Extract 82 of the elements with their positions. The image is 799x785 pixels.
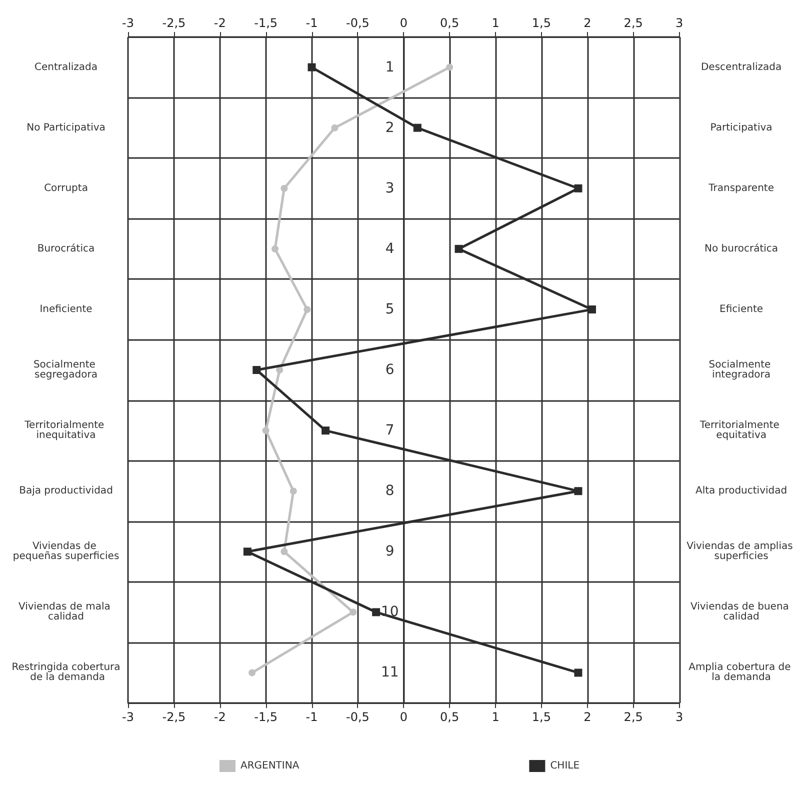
x-tick-label: 3 <box>675 710 684 724</box>
point <box>322 426 330 435</box>
x2-tick-label: 3 <box>675 16 684 30</box>
x2-tick-label: -0,5 <box>346 16 370 30</box>
x-tick-label: 0,5 <box>440 710 460 724</box>
y-tick-label: Restringida cobertura de la demanda <box>12 662 120 684</box>
x2-tick-label: -3 <box>122 16 134 30</box>
annotation: 4 <box>385 240 394 257</box>
y-tick-label: Territorialmente inequitativa <box>24 420 108 442</box>
y2-tick-label: Transparente <box>708 182 774 194</box>
x-tick-label: -0,5 <box>346 710 370 724</box>
point <box>276 366 284 374</box>
x-tick-label: 1,5 <box>532 710 552 724</box>
point <box>243 548 252 556</box>
y2-tick-label: Participativa <box>710 122 772 134</box>
y2-tick-label: Descentralizada <box>700 62 782 73</box>
point <box>280 548 288 556</box>
x-tick-label: 0 <box>400 710 408 724</box>
x-tick-label: 2 <box>584 710 592 724</box>
point <box>574 668 582 677</box>
point <box>350 608 357 616</box>
point <box>262 427 270 434</box>
x-tick-label: -3 <box>122 710 134 724</box>
point <box>372 608 380 616</box>
point <box>588 305 596 314</box>
point <box>446 64 454 71</box>
x2-tick-label: 1 <box>492 16 500 30</box>
y-tick-label: Burocrática <box>37 243 95 254</box>
y2-tick-label: Viviendas de amplias superficies <box>686 541 796 562</box>
y-tick-label: Viviendas de mala calidad <box>18 602 114 623</box>
annotation: 5 <box>385 301 394 318</box>
annotation: 3 <box>385 180 394 196</box>
y2-tick-label: Eficiente <box>720 304 764 315</box>
y-tick-label: Ineficiente <box>40 304 92 315</box>
annotation: 1 <box>385 59 394 76</box>
x2-tick-label: 2 <box>584 16 592 30</box>
x2-tick-label: 2,5 <box>624 16 643 30</box>
annotation: 8 <box>385 483 394 500</box>
x2-tick-label: -1,5 <box>254 16 278 30</box>
annotation: 7 <box>385 422 394 439</box>
y2-tick-label: Territorialmente equitativa <box>698 420 783 442</box>
x-tick-label: -2 <box>214 710 226 724</box>
point <box>413 124 422 132</box>
point <box>252 366 261 374</box>
point <box>331 124 338 132</box>
y-tick-label: Viviendas de pequeñas superficies <box>12 541 120 562</box>
y2-tick-label: No burocrática <box>704 243 778 254</box>
point <box>290 488 297 495</box>
x-tick-label: -2,5 <box>162 710 186 724</box>
x2-tick-label: -1 <box>306 16 318 30</box>
x2-tick-label: 0 <box>400 16 408 30</box>
x-tick-label: 1 <box>492 710 500 724</box>
annotation: 9 <box>385 544 394 560</box>
y2-tick-label: Socialmente integradora <box>708 360 774 380</box>
point <box>574 487 582 496</box>
point <box>574 184 582 192</box>
y2-tick-label: Viviendas de buena calidad <box>690 602 792 623</box>
y-tick-label: Corrupta <box>44 182 88 194</box>
y2-tick-label: Alta productividad <box>695 486 788 497</box>
point <box>454 244 463 253</box>
y-tick-label: No Participativa <box>26 122 106 134</box>
point <box>248 669 256 676</box>
point <box>272 245 279 252</box>
point <box>308 63 316 72</box>
legend-label: ARGENTINA <box>240 760 300 772</box>
x-tick-label: -1,5 <box>254 710 278 724</box>
x2-tick-label: -2,5 <box>162 16 186 30</box>
annotation: 6 <box>385 362 394 378</box>
x2-tick-label: -2 <box>214 16 226 30</box>
legend-label: CHILE <box>550 760 580 772</box>
point <box>304 306 311 313</box>
x-tick-label: 2,5 <box>624 710 643 724</box>
point <box>280 184 288 192</box>
y-tick-label: Socialmente segregadora <box>33 360 99 380</box>
y-tick-label: Baja productividad <box>19 486 113 497</box>
y2-tick-label: Amplia cobertura de la demanda <box>688 662 794 684</box>
annotation: 2 <box>385 120 394 136</box>
y-tick-label: Centralizada <box>34 62 98 73</box>
annotation: 11 <box>380 664 399 681</box>
x-tick-label: -1 <box>306 710 318 724</box>
x2-tick-label: 1,5 <box>532 16 552 30</box>
x2-tick-label: 0,5 <box>440 16 460 30</box>
